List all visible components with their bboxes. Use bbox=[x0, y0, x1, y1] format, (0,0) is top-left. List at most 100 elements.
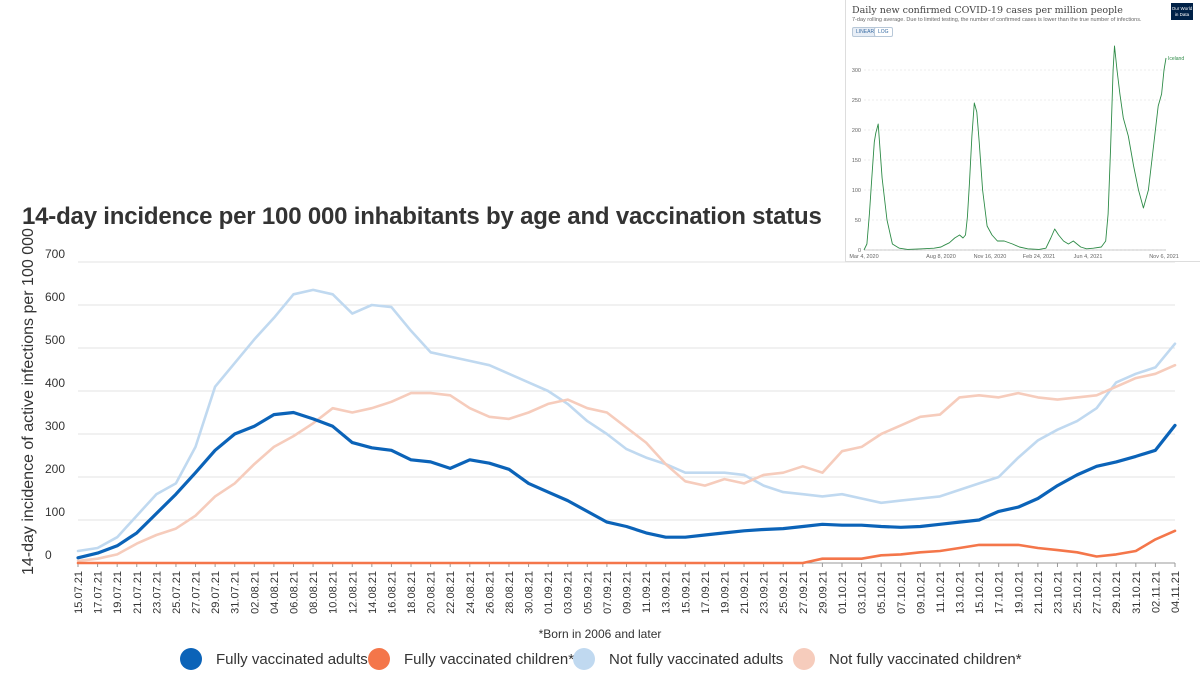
x-tick-label: 13.10.21 bbox=[955, 571, 967, 614]
inset-series-label: Iceland bbox=[1168, 56, 1184, 62]
x-tick-label: 21.10.21 bbox=[1033, 571, 1045, 614]
x-tick-label: 23.10.21 bbox=[1052, 571, 1064, 614]
x-tick-label: 19.07.21 bbox=[112, 571, 124, 614]
x-tick-label: 13.09.21 bbox=[661, 571, 673, 614]
legend-swatch bbox=[573, 648, 595, 670]
y-tick-label: 500 bbox=[45, 333, 65, 347]
inset-chart-plot: 0 50 100 150 200 250 300 Mar 4, 2020 Aug 8, 2020… bbox=[849, 45, 1184, 260]
x-tick-label: 07.10.21 bbox=[896, 571, 908, 614]
legend-swatch bbox=[180, 648, 202, 670]
x-tick-label: 29.10.21 bbox=[1111, 571, 1123, 614]
legend-item-not-fully-vaccinated-children: Not fully vaccinated children* bbox=[793, 647, 1022, 671]
inset-x-tick-label: Nov 6, 2021 bbox=[1149, 254, 1179, 260]
x-tick-label: 25.07.21 bbox=[171, 571, 183, 614]
inset-x-tick-label: Jun 4, 2021 bbox=[1074, 254, 1103, 260]
inset-x-tick-label: Nov 16, 2020 bbox=[974, 254, 1007, 260]
x-tick-label: 19.10.21 bbox=[1013, 571, 1025, 614]
series-line-not-fully-vaccinated-children bbox=[76, 363, 1177, 563]
x-tick-label: 25.10.21 bbox=[1072, 571, 1084, 614]
x-tick-label: 02.11.21 bbox=[1150, 571, 1162, 613]
x-tick-label: 28.08.21 bbox=[504, 571, 516, 614]
inset-subtitle: 7-day rolling average. Due to limited te… bbox=[852, 17, 1142, 23]
x-tick-label: 21.07.21 bbox=[132, 571, 144, 614]
x-tick-label: 26.08.21 bbox=[484, 571, 496, 614]
x-tick-label: 11.10.21 bbox=[935, 571, 947, 613]
x-tick-label: 15.09.21 bbox=[680, 571, 692, 614]
y-tick-label: 600 bbox=[45, 290, 65, 304]
x-tick-label: 04.11.21 bbox=[1170, 571, 1182, 613]
inset-x-tick-label: Aug 8, 2020 bbox=[926, 254, 956, 260]
owid-logo[interactable]: Our World in Data bbox=[1171, 3, 1193, 20]
x-tick-label: 23.09.21 bbox=[759, 571, 771, 614]
inset-series-line-iceland bbox=[863, 45, 1167, 251]
x-tick-label: 29.07.21 bbox=[210, 571, 222, 614]
x-tick-label: 20.08.21 bbox=[426, 571, 438, 614]
x-tick-label: 16.08.21 bbox=[386, 571, 398, 614]
x-tick-label: 07.09.21 bbox=[602, 571, 614, 614]
inset-title: Daily new confirmed COVID-19 cases per m… bbox=[852, 5, 1123, 16]
x-tick-label: 24.08.21 bbox=[465, 571, 477, 614]
legend-item-fully-vaccinated-children: Fully vaccinated children* bbox=[368, 647, 574, 671]
inset-y-tick-label: 250 bbox=[852, 98, 861, 104]
x-tick-label: 30.08.21 bbox=[524, 571, 536, 614]
inset-y-tick-label: 0 bbox=[858, 248, 861, 254]
legend-swatch bbox=[793, 648, 815, 670]
log-scale-button[interactable]: LOG bbox=[874, 27, 893, 37]
x-tick-label: 25.09.21 bbox=[778, 571, 790, 614]
x-tick-label: 31.10.21 bbox=[1131, 571, 1143, 614]
x-tick-label: 15.10.21 bbox=[974, 571, 986, 614]
x-tick-label: 12.08.21 bbox=[347, 571, 359, 614]
inset-y-tick-label: 100 bbox=[852, 188, 861, 194]
x-tick-label: 09.10.21 bbox=[915, 571, 927, 614]
x-tick-label: 09.09.21 bbox=[622, 571, 634, 614]
y-tick-label: 400 bbox=[45, 376, 65, 390]
x-tick-label: 27.10.21 bbox=[1092, 571, 1104, 614]
y-tick-label: 0 bbox=[45, 548, 52, 562]
x-tick-label: 29.09.21 bbox=[817, 571, 829, 614]
legend-label: Not fully vaccinated children* bbox=[829, 650, 1022, 668]
x-tick-label: 17.10.21 bbox=[994, 571, 1006, 614]
x-tick-label: 14.08.21 bbox=[367, 571, 379, 614]
legend-label: Fully vaccinated adults bbox=[216, 650, 368, 668]
x-tick-label: 27.07.21 bbox=[191, 571, 203, 614]
y-tick-label: 300 bbox=[45, 419, 65, 433]
x-tick-label: 23.07.21 bbox=[151, 571, 163, 614]
x-tick-label: 21.09.21 bbox=[739, 571, 751, 614]
inset-owid-chart: 0 50 100 150 200 250 300 Mar 4, 2020 Aug 8, 2020… bbox=[845, 0, 1200, 262]
y-tick-label: 700 bbox=[45, 247, 65, 261]
x-tick-label: 04.08.21 bbox=[269, 571, 281, 614]
x-tick-label: 05.10.21 bbox=[876, 571, 888, 614]
legend-item-fully-vaccinated-adults: Fully vaccinated adults bbox=[180, 647, 368, 671]
series-line-fully-vaccinated-adults bbox=[76, 410, 1177, 560]
y-tick-label: 100 bbox=[45, 505, 65, 519]
inset-y-tick-label: 200 bbox=[852, 128, 861, 134]
x-tick-label: 17.09.21 bbox=[700, 571, 712, 614]
x-tick-label: 27.09.21 bbox=[798, 571, 810, 614]
x-tick-label: 15.07.21 bbox=[73, 571, 85, 614]
x-tick-label: 17.07.21 bbox=[93, 571, 105, 614]
inset-y-tick-label: 300 bbox=[852, 68, 861, 74]
x-tick-label: 03.10.21 bbox=[857, 571, 869, 614]
chart-title: 14-day incidence per 100 000 inhabitants… bbox=[22, 203, 822, 230]
x-tick-label: 19.09.21 bbox=[719, 571, 731, 614]
x-tick-label: 10.08.21 bbox=[328, 571, 340, 614]
x-tick-label: 02.08.21 bbox=[249, 571, 261, 614]
inset-y-tick-label: 150 bbox=[852, 158, 861, 164]
legend-item-not-fully-vaccinated-adults: Not fully vaccinated adults bbox=[573, 647, 783, 671]
series-line-not-fully-vaccinated-adults bbox=[76, 288, 1177, 553]
x-tick-label: 22.08.21 bbox=[445, 571, 457, 614]
inset-y-tick-label: 50 bbox=[855, 218, 861, 224]
x-tick-label: 03.09.21 bbox=[563, 571, 575, 614]
x-tick-label: 05.09.21 bbox=[582, 571, 594, 614]
x-tick-label: 01.09.21 bbox=[543, 571, 555, 614]
x-tick-label: 06.08.21 bbox=[288, 571, 300, 614]
y-tick-label: 200 bbox=[45, 462, 65, 476]
x-tick-label: 31.07.21 bbox=[230, 571, 242, 614]
footnote: *Born in 2006 and later bbox=[538, 627, 662, 641]
x-tick-label: 18.08.21 bbox=[406, 571, 418, 614]
series-line-fully-vaccinated-children bbox=[76, 529, 1177, 565]
legend-label: Fully vaccinated children* bbox=[404, 650, 575, 668]
x-tick-label: 01.10.21 bbox=[837, 571, 849, 614]
x-tick-label: 08.08.21 bbox=[308, 571, 320, 614]
